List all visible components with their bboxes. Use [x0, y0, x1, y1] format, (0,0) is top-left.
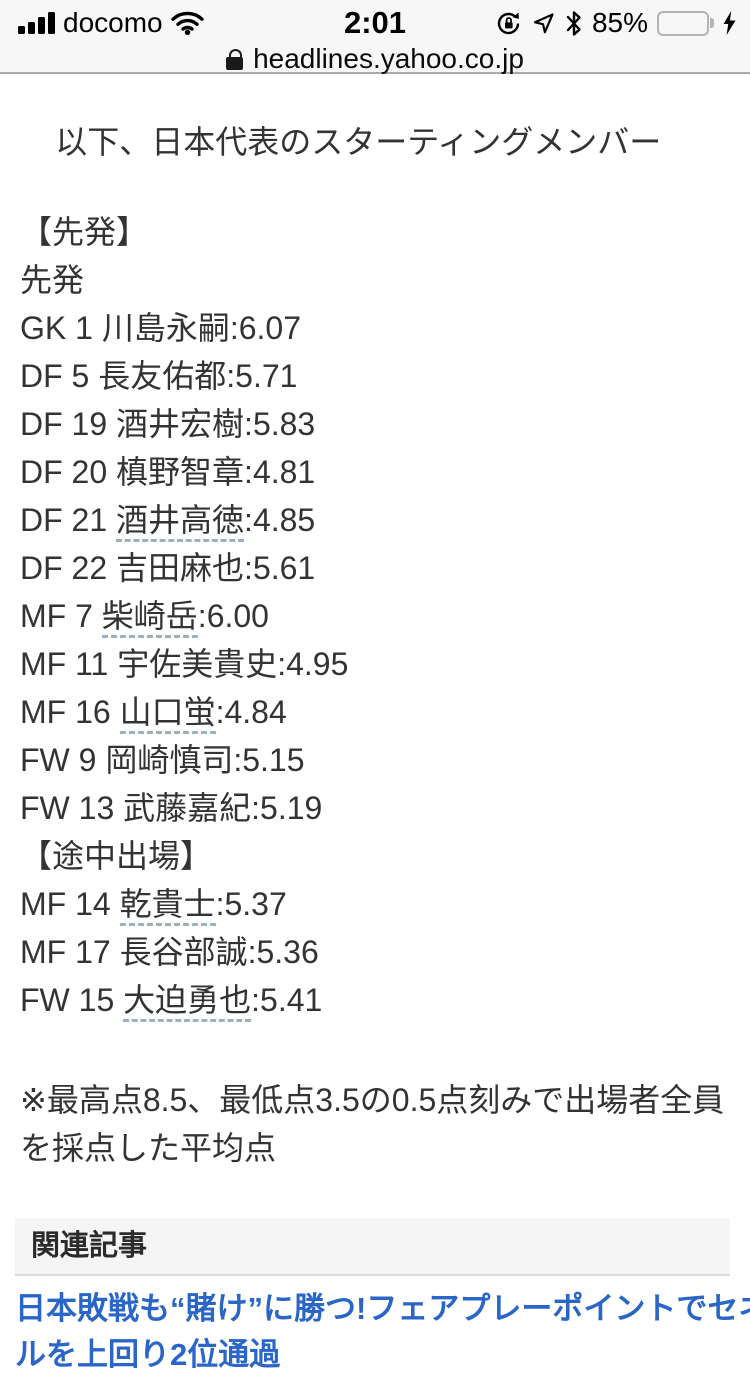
wifi-icon	[170, 11, 204, 35]
player-row: FW 13 武藤嘉紀:5.19	[20, 790, 323, 826]
related-articles-header-box: 関連記事	[15, 1218, 730, 1276]
battery-percent-label: 85%	[591, 7, 648, 38]
player-name: 酒井宏樹	[116, 406, 245, 442]
player-name-link[interactable]: 山口蛍	[119, 694, 216, 734]
browser-chrome: docomo 2:01 85%	[0, 0, 750, 74]
player-name-link[interactable]: 酒井高徳	[116, 502, 245, 542]
player-name: 吉田麻也	[116, 550, 245, 586]
player-name: 槙野智章	[116, 454, 245, 490]
location-arrow-icon	[533, 12, 554, 33]
battery-icon	[657, 10, 714, 36]
player-name: 武藤嘉紀	[123, 790, 252, 826]
url-bar[interactable]: headlines.yahoo.co.jp	[0, 43, 750, 74]
related-article-link-line2[interactable]: ルを上回り2位通過	[15, 1337, 281, 1372]
player-row: DF 21 酒井高徳:4.85	[20, 496, 730, 544]
player-row: DF 5 長友佑都:5.71	[20, 358, 298, 394]
related-article-link[interactable]: 日本敗戦も“賭け”に勝つ!フェアプレーポイントでセネガ ルを上回り2位通過	[15, 1286, 750, 1378]
carrier-label: docomo	[63, 7, 163, 38]
rating-footnote: ※最高点8.5、最低点3.5の0.5点刻みで出場者全員を採点した平均点	[20, 1082, 725, 1166]
player-row: MF 14 乾貴士:5.37	[20, 880, 730, 928]
player-name: 岡崎慎司	[105, 742, 234, 778]
starters-section-header: 【先発】	[20, 214, 149, 250]
ssl-lock-icon	[226, 48, 244, 70]
player-row: MF 7 柴崎岳:6.00	[20, 592, 730, 640]
player-row: MF 16 山口蛍:4.84	[20, 688, 730, 736]
status-bar-right: 85%	[495, 7, 736, 39]
player-row: DF 19 酒井宏樹:5.83	[20, 406, 316, 442]
related-article-link-line1[interactable]: 日本敗戦も“賭け”に勝つ!フェアプレーポイントでセネガ	[15, 1291, 750, 1326]
bluetooth-icon	[566, 10, 581, 36]
url-domain: headlines.yahoo.co.jp	[253, 43, 524, 74]
cell-signal-icon	[18, 12, 55, 34]
player-name: 川島永嗣	[101, 310, 230, 346]
article-body: 以下、日本代表のスターティングメンバー 【先発】 先発 GK 1 川島永嗣:6.…	[0, 118, 750, 1378]
charging-bolt-icon	[723, 11, 736, 35]
player-row: GK 1 川島永嗣:6.07	[20, 310, 301, 346]
status-bar: docomo 2:01 85%	[0, 0, 750, 44]
starters-label: 先発	[20, 262, 85, 298]
status-bar-left: docomo	[18, 7, 204, 39]
substitutes-section-header: 【途中出場】	[20, 838, 213, 874]
substitutes-list: MF 14 乾貴士:5.37 MF 17 長谷部誠:5.36 FW 15 大迫勇也:…	[20, 880, 730, 1024]
player-row: DF 22 吉田麻也:5.61	[20, 550, 316, 586]
player-name: 宇佐美貴史	[117, 646, 278, 682]
player-row: FW 15 大迫勇也:5.41	[20, 976, 730, 1024]
player-name: 長友佑都	[98, 358, 227, 394]
player-name: 長谷部誠	[119, 934, 248, 970]
player-name-link[interactable]: 柴崎岳	[101, 598, 198, 638]
player-row: FW 9 岡崎慎司:5.15	[20, 742, 305, 778]
player-row: DF 20 槙野智章:4.81	[20, 454, 316, 490]
player-row: MF 17 長谷部誠:5.36	[20, 934, 319, 970]
player-name-link[interactable]: 大迫勇也	[123, 982, 252, 1022]
related-articles-title: 関連記事	[31, 1230, 148, 1262]
player-name-link[interactable]: 乾貴士	[119, 886, 216, 926]
player-row: MF 11 宇佐美貴史:4.95	[20, 646, 349, 682]
orientation-lock-icon	[497, 12, 520, 34]
article-intro: 以下、日本代表のスターティングメンバー	[55, 124, 662, 160]
starters-list: GK 1 川島永嗣:6.07 DF 5 長友佑都:5.71 DF 19 酒井宏樹:5…	[20, 304, 730, 832]
